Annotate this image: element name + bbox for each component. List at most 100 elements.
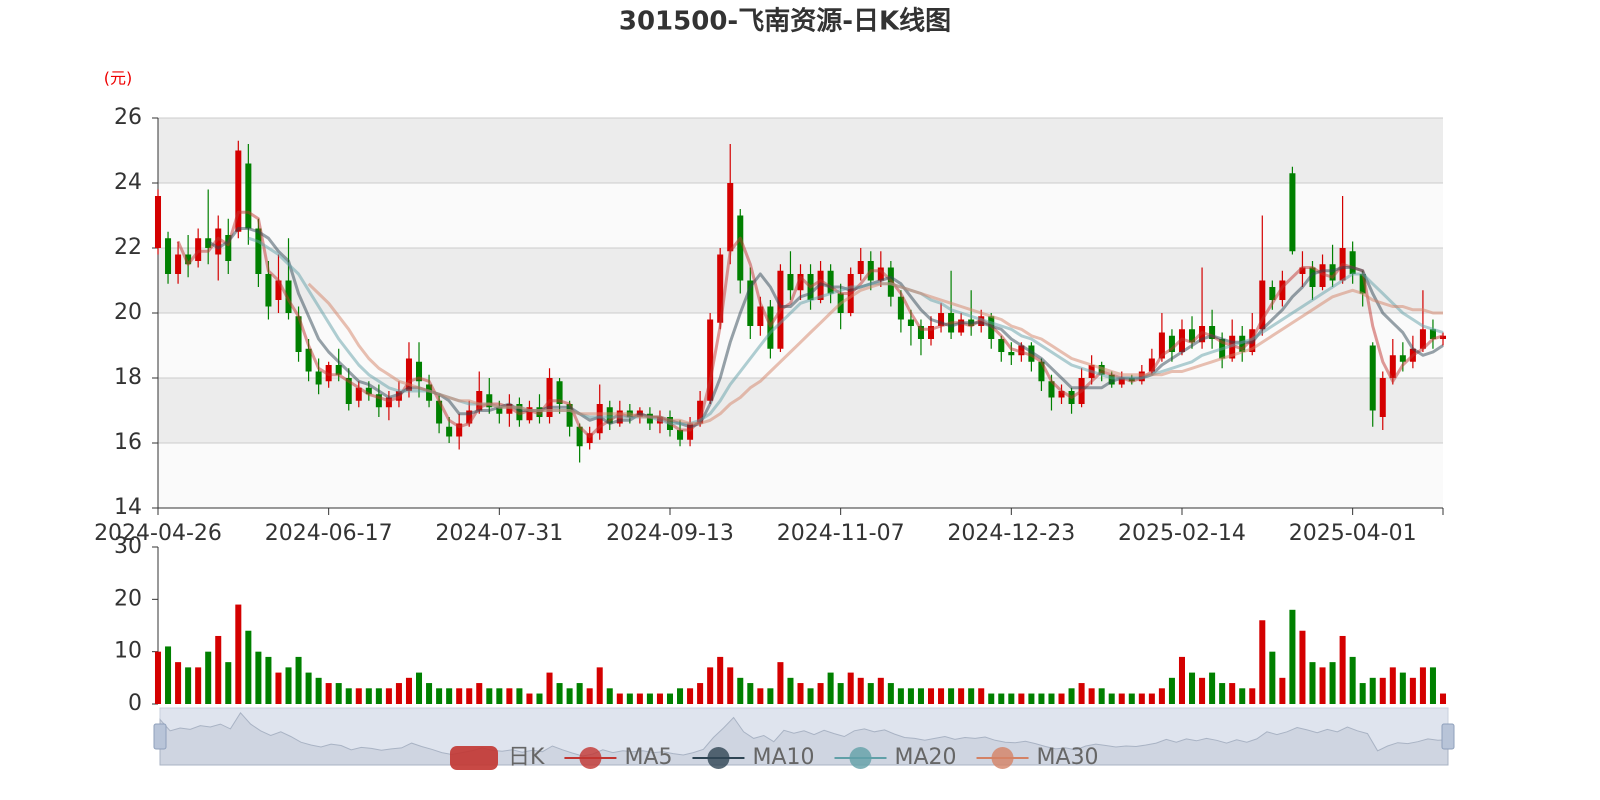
volume-bar <box>978 688 985 704</box>
legend-item[interactable]: MA30 <box>976 745 1099 770</box>
volume-bar <box>1439 693 1447 704</box>
volume-bar <box>998 693 1005 704</box>
volume-bar <box>777 662 784 704</box>
candle-body <box>767 306 774 349</box>
candle-body <box>385 397 392 408</box>
candle-body <box>1349 251 1356 274</box>
candle-body <box>717 254 724 323</box>
candle-body <box>747 280 754 326</box>
candle-body <box>1259 280 1266 330</box>
legend-label: MA10 <box>752 745 814 770</box>
volume-bar <box>1359 683 1366 704</box>
volume-bar <box>867 683 874 704</box>
volume-bar <box>285 667 292 704</box>
candle-body <box>496 407 503 414</box>
volume-bar <box>948 688 955 704</box>
volume-bar <box>225 662 232 704</box>
volume-bar <box>877 677 884 704</box>
volume-bar <box>496 688 503 704</box>
volume-bar <box>958 688 965 704</box>
volume-tick-label: 10 <box>114 639 142 664</box>
candle-body <box>566 404 573 427</box>
volume-bar <box>1329 662 1336 704</box>
candle-body <box>345 378 352 404</box>
candle-body <box>646 413 653 424</box>
volume-bar <box>988 693 995 704</box>
volume-bar <box>596 667 603 704</box>
zoom-handle[interactable] <box>1441 723 1455 750</box>
ma-line <box>307 282 1443 425</box>
volume-bar <box>486 688 493 704</box>
volume-bar <box>1008 693 1015 704</box>
volume-bar <box>767 688 774 704</box>
candle-body <box>375 394 382 408</box>
volume-bar <box>817 683 824 704</box>
volume-bar <box>245 630 252 704</box>
candle-body <box>1048 381 1055 398</box>
volume-bar <box>526 693 533 704</box>
candle-body <box>1128 378 1135 382</box>
candle-body <box>195 238 202 261</box>
candle-body <box>1008 352 1015 356</box>
grid-band <box>158 118 1443 183</box>
volume-bar <box>697 683 704 704</box>
grid-band <box>158 183 1443 248</box>
legend-item[interactable]: MA5 <box>564 745 672 770</box>
candle-body <box>1148 358 1155 372</box>
candle-body <box>857 261 864 274</box>
legend-item[interactable]: 日K <box>450 745 545 770</box>
candle-body <box>1419 329 1426 349</box>
x-tick-label: 2024-09-13 <box>606 521 734 546</box>
zoom-handle[interactable] <box>153 723 167 750</box>
x-tick-label: 2024-11-07 <box>777 521 905 546</box>
volume-bar <box>1209 672 1216 704</box>
volume-bar <box>1309 662 1316 704</box>
volume-bar <box>837 683 844 704</box>
candle-body <box>697 400 704 424</box>
candle-body <box>165 238 172 274</box>
y-unit: (元) <box>104 69 133 88</box>
candle-body <box>827 270 834 294</box>
volume-bar <box>857 677 864 704</box>
volume-bar <box>1088 688 1095 704</box>
volume-bar <box>375 688 382 704</box>
legend-label: MA20 <box>895 745 957 770</box>
x-tick-label: 2024-04-26 <box>94 521 222 546</box>
volume-bar <box>275 672 282 704</box>
legend-swatch-dot <box>707 747 730 769</box>
volume-bar <box>586 688 593 704</box>
volume-tick-label: 0 <box>128 691 142 716</box>
volume-bar <box>1028 693 1035 704</box>
candle-body <box>466 410 473 424</box>
volume-bar <box>335 683 342 704</box>
volume-bar <box>606 688 613 704</box>
candle-body <box>235 150 242 232</box>
volume-bar <box>626 693 633 704</box>
legend-item[interactable]: MA10 <box>692 745 815 770</box>
volume-bar <box>1178 656 1185 704</box>
candle-body <box>526 407 533 421</box>
candle-body <box>416 361 423 382</box>
grid-band <box>158 378 1443 443</box>
candle-body <box>606 407 613 424</box>
candle-body <box>1309 267 1316 287</box>
candle-body <box>877 267 884 281</box>
candle-body <box>707 319 714 401</box>
legend-item[interactable]: MA20 <box>834 745 957 770</box>
candle-body <box>1279 280 1286 300</box>
volume-bar <box>1249 688 1256 704</box>
candle-body <box>1058 391 1065 398</box>
candle-body <box>1439 335 1447 339</box>
volume-bar <box>195 667 202 704</box>
volume-bar <box>476 683 483 704</box>
candle-body <box>365 387 372 395</box>
candle-body <box>1299 267 1306 274</box>
volume-bar <box>1098 688 1105 704</box>
volume-bar <box>546 672 553 704</box>
legend-swatch <box>450 746 498 770</box>
x-tick-label: 2025-04-01 <box>1289 521 1417 546</box>
candle-body <box>1229 335 1236 359</box>
y-tick-label: 26 <box>114 105 142 130</box>
volume-bar <box>1269 651 1276 704</box>
candle-body <box>1108 374 1115 385</box>
